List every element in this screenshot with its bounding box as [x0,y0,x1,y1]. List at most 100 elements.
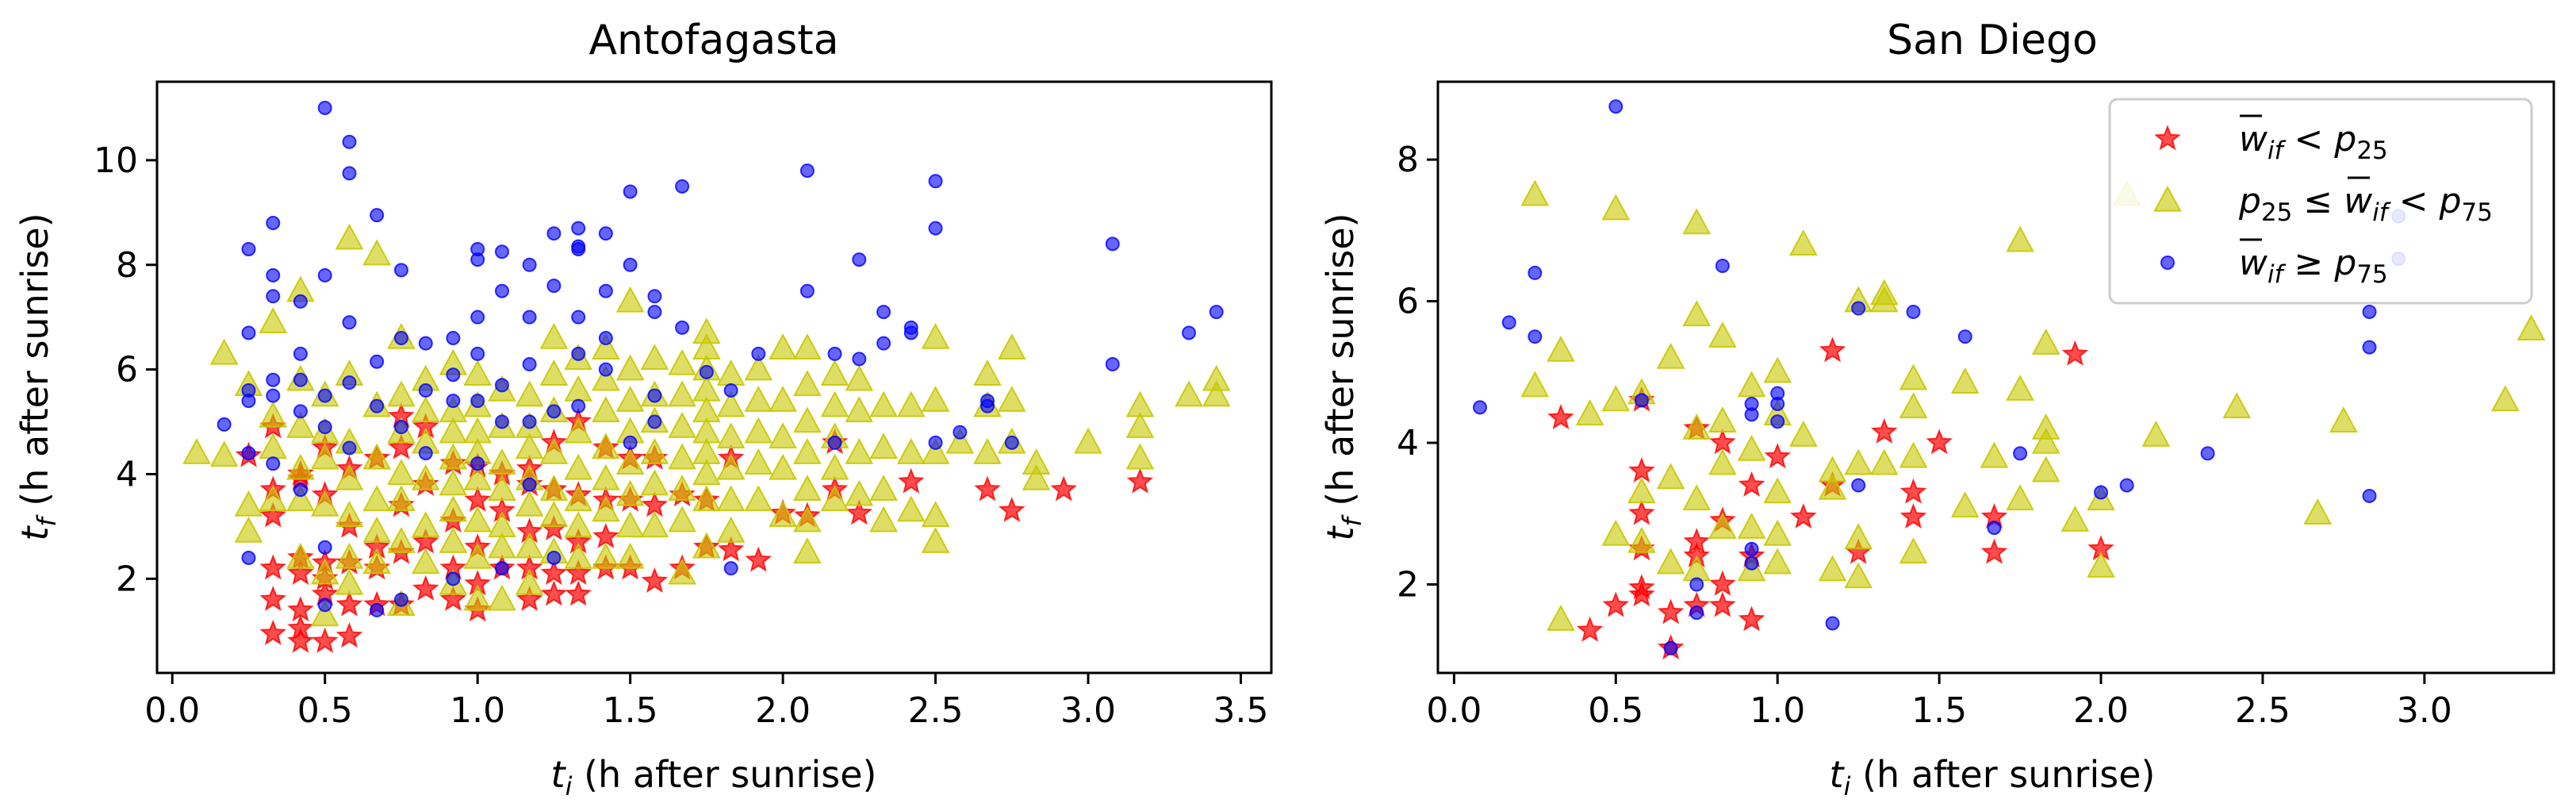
data-point-triangle [615,286,645,313]
data-point-triangle [515,532,544,559]
data-point-circle [1715,258,1730,273]
data-point-star [2061,340,2089,366]
data-point-circle [1209,305,1224,320]
data-point-triangle [411,548,440,575]
data-point-triangle [615,448,645,475]
x-tick-label: 0.5 [1588,690,1643,731]
data-point-circle [598,283,613,298]
data-point-triangle [310,600,339,627]
data-point-circle [546,279,562,294]
data-point-circle [522,477,537,492]
legend-frame [2108,98,2533,305]
data-point-star [516,585,543,612]
data-point-circle [571,241,586,256]
data-point-triangle [716,485,746,512]
data-point-triangle [539,322,569,349]
data-point-circle [647,305,662,320]
data-point-circle [675,320,690,335]
data-point-triangle [1763,477,1792,504]
data-point-triangle [869,505,898,532]
data-point-star [717,536,745,562]
x-axis-label: ti (h after sunrise) [551,753,877,801]
data-point-circle [799,283,815,298]
y-tick-label: 10 [94,140,138,181]
data-point-triangle [488,532,516,559]
data-point-triangle [564,542,593,569]
data-point-circle [342,440,357,455]
data-point-triangle [439,527,468,553]
data-point-triangle [1980,441,2009,468]
data-point-triangle [1737,371,1766,398]
data-point-star [412,575,439,601]
data-point-circle [317,100,332,115]
data-point-star [1547,404,1574,430]
x-axis-label: ti (h after sunrise) [1830,753,2156,801]
data-point-circle [266,372,281,387]
data-point-star [1870,417,1898,444]
data-point-circle [2362,488,2377,503]
data-point-triangle [1656,342,1685,369]
data-point-triangle [1789,421,1818,447]
data-point-circle [571,346,586,361]
data-point-triangle [945,427,975,454]
data-point-triangle [488,475,516,501]
legend-label-high: wif ≥ p75 [2239,243,2388,289]
data-point-circle [418,382,433,398]
data-point-triangle [1899,537,1928,564]
data-point-triangle [1074,427,1102,454]
data-point-triangle [668,505,696,532]
x-tick-label: 2.5 [2235,690,2290,731]
data-point-circle [522,257,537,272]
data-point-circle [1473,400,1488,415]
data-point-circle [1528,329,1543,344]
data-point-triangle [1682,208,1712,235]
data-point-triangle [921,322,950,349]
data-point-triangle [335,501,364,527]
data-point-circle [494,414,509,429]
data-point-triangle [820,390,849,417]
data-point-triangle [2031,329,2060,355]
data-point-triangle [869,432,898,459]
data-point-triangle [286,485,315,512]
data-point-triangle [539,475,569,501]
data-point-star [287,614,314,640]
data-point-triangle [335,463,364,490]
data-point-circle [980,398,995,413]
data-point-circle [370,602,385,617]
data-point-triangle [234,516,263,543]
data-point-triangle [1601,385,1631,412]
data-point-triangle [286,453,315,480]
data-point-triangle [2141,421,2171,447]
data-point-triangle [921,527,950,553]
plot-frame [155,80,1273,675]
data-point-triangle [362,548,391,575]
data-point-circle [446,367,461,382]
data-point-triangle [820,359,849,386]
data-point-star [592,522,619,548]
data-point-triangle [362,516,391,543]
data-point-circle [317,540,332,555]
data-point-circle [1634,393,1649,408]
data-point-circle [266,289,281,304]
y-tick-label: 2 [116,559,138,599]
data-point-star [1819,336,1846,363]
data-point-circle [647,289,662,304]
data-point-circle [1528,265,1543,280]
data-point-triangle [564,375,593,402]
y-tick-label: 8 [1397,140,1419,180]
data-point-triangle [592,333,620,359]
data-point-triangle [1601,519,1631,546]
data-point-circle [647,414,662,429]
data-point-triangle [539,501,569,527]
data-point-circle [522,414,537,429]
data-point-circle [2200,446,2215,461]
data-point-triangle [769,422,797,449]
data-point-triangle [615,479,645,506]
data-point-triangle [921,438,950,464]
data-point-triangle [1547,335,1575,362]
data-point-star [311,627,339,653]
data-point-triangle [564,511,593,538]
data-point-triangle [1844,523,1873,550]
data-point-star [1708,429,1736,455]
data-point-triangle [744,448,773,475]
